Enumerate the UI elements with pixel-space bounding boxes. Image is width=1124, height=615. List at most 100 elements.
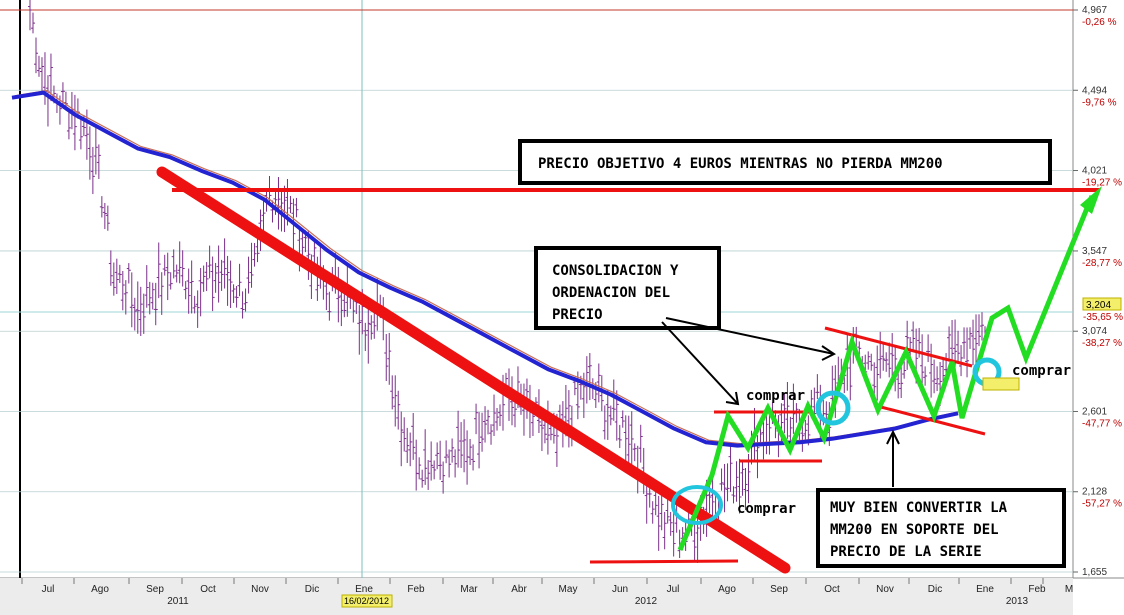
- ohlc-bar: [671, 510, 676, 557]
- support-text-3: PRECIO DE LA SERIE: [830, 544, 982, 560]
- ohlc-bar: [225, 255, 230, 306]
- ohlc-bar: [231, 284, 236, 304]
- ohlc-bar: [692, 522, 697, 561]
- month-tick-label: Sep: [770, 584, 788, 595]
- ohlc-bar: [728, 442, 733, 492]
- ohlc-bar: [384, 334, 389, 381]
- month-tick-label: Abr: [511, 584, 527, 595]
- ohlc-bar: [327, 291, 332, 321]
- month-tick-label: Ago: [91, 584, 109, 595]
- ohlc-bar: [881, 341, 886, 371]
- ohlc-bar: [471, 444, 476, 471]
- ohlc-bar: [246, 256, 251, 294]
- ohlc-bar: [144, 265, 149, 308]
- ohlc-bar: [105, 205, 110, 231]
- ohlc-bar: [132, 297, 137, 331]
- month-tick-label: Feb: [1028, 584, 1046, 595]
- ohlc-bar: [611, 379, 616, 421]
- ohlc-bar: [623, 415, 628, 466]
- ohlc-bar: [336, 266, 341, 323]
- ohlc-bar: [306, 230, 311, 280]
- ohlc-bar: [650, 501, 655, 524]
- ohlc-bar: [180, 250, 185, 287]
- ohlc-bar: [207, 245, 212, 279]
- ohlc-bar: [869, 353, 874, 371]
- ohlc-bar: [435, 442, 440, 470]
- ohlc-bar: [153, 282, 158, 326]
- price-tick-label: 2,128: [1082, 487, 1107, 498]
- year-label: 2011: [167, 596, 189, 607]
- ohlc-bar: [947, 326, 952, 360]
- ohlc-bar: [956, 330, 961, 363]
- current-price-tag: [1082, 297, 1122, 311]
- ohlc-bar: [123, 280, 128, 315]
- ohlc-bar: [647, 486, 652, 508]
- consolidation-annotation-box: [534, 246, 721, 330]
- downtrend-line: [156, 166, 791, 574]
- ohlc-bar: [800, 422, 805, 452]
- cursor-date-label: 16/02/2012: [344, 596, 389, 606]
- month-tick-label: May: [559, 584, 578, 595]
- ohlc-bar: [366, 307, 371, 364]
- ohlc-bar: [980, 312, 985, 341]
- price-bars: [28, 0, 987, 563]
- ohlc-bar: [791, 383, 796, 434]
- ohlc-bar: [237, 263, 242, 297]
- price-tick-label: 1,655: [1082, 567, 1107, 578]
- ohlc-bar: [315, 256, 320, 301]
- arrowhead-consolidation: [725, 391, 740, 406]
- ohlc-bar: [456, 410, 461, 468]
- ohlc-bar: [135, 281, 140, 334]
- ohlc-bar: [291, 198, 296, 256]
- ohlc-bar: [300, 229, 305, 256]
- ohlc-bar: [932, 359, 937, 394]
- ohlc-bar: [183, 281, 188, 300]
- ohlc-bar: [72, 94, 77, 151]
- price-marker-box: [982, 377, 1020, 391]
- ohlc-bar: [243, 288, 248, 312]
- bottom-support-line: [589, 559, 739, 564]
- ohlc-bar: [126, 263, 131, 284]
- ohlc-bar: [782, 393, 787, 434]
- ohlc-bar: [87, 126, 92, 180]
- ohlc-bar: [453, 449, 458, 478]
- ohlc-bar: [638, 424, 643, 463]
- ohlc-bar: [545, 400, 550, 455]
- ohlc-bar: [923, 366, 928, 386]
- ohlc-bar: [228, 260, 233, 309]
- ohlc-bar: [432, 460, 437, 480]
- ohlc-bar: [426, 460, 431, 490]
- ohlc-bar: [387, 332, 392, 385]
- ohlc-bar: [602, 405, 607, 440]
- price-axis-ticks: 4,967-0,26 % 4,494-9,76 % 4,021-19,27 % 3,5…: [1073, 5, 1122, 578]
- ohlc-bar: [261, 198, 266, 233]
- ohlc-bar: [219, 259, 224, 291]
- ohlc-bar: [731, 486, 736, 504]
- ohlc-bar: [111, 262, 116, 296]
- ohlc-bar: [357, 305, 362, 355]
- ohlc-bar: [542, 418, 547, 444]
- ohlc-bar: [785, 381, 790, 439]
- ohlc-bar: [399, 411, 404, 467]
- ohlc-bar: [33, 37, 38, 74]
- percent-tick-label: -9,76 %: [1082, 97, 1117, 108]
- ohlc-bar: [78, 118, 83, 150]
- target-annotation-box: [518, 139, 1052, 185]
- ohlc-bar: [486, 409, 491, 435]
- month-tick-label: M: [1065, 584, 1073, 595]
- projection-arrowhead: [1080, 186, 1102, 214]
- ohlc-bar: [599, 375, 604, 412]
- ohlc-bar: [974, 314, 979, 372]
- current-price-label: 3,204: [1086, 300, 1111, 311]
- month-tick-label: Nov: [251, 584, 269, 595]
- ohlc-bar: [656, 495, 661, 551]
- ohlc-bar: [815, 374, 820, 399]
- ohlc-bar: [878, 331, 883, 379]
- ohlc-bar: [596, 363, 601, 403]
- ohlc-bar: [90, 146, 95, 195]
- ohlc-bar: [363, 322, 368, 352]
- ohlc-bar: [659, 491, 664, 531]
- price-tick-label: 4,967: [1082, 5, 1107, 16]
- month-tick-label: Oct: [200, 584, 216, 595]
